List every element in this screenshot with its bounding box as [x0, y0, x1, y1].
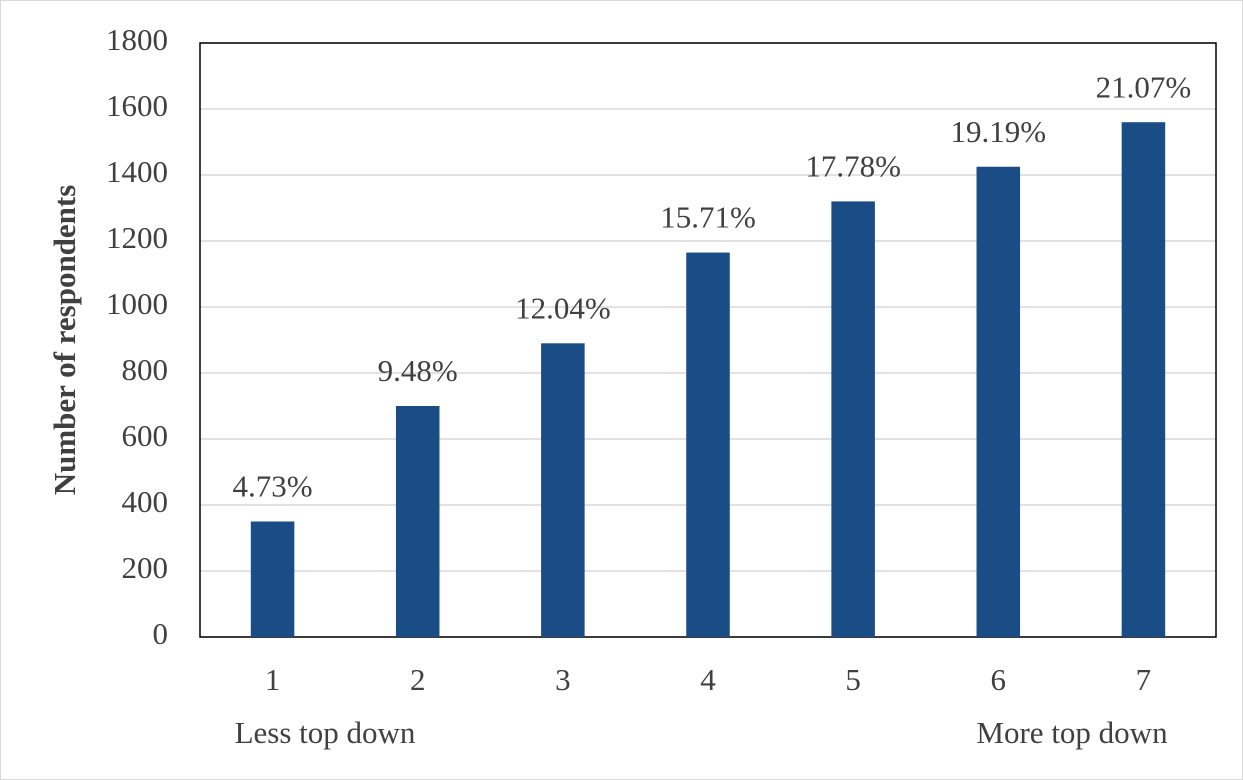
y-tick-label: 1600	[106, 88, 168, 123]
y-axis-label: Number of respondents	[47, 185, 82, 496]
x-tick-label: 4	[700, 662, 716, 697]
x-tick-label: 3	[555, 662, 571, 697]
data-label: 17.78%	[805, 149, 901, 184]
bar	[831, 201, 875, 637]
bar	[541, 343, 585, 637]
y-tick-label: 1000	[106, 286, 168, 321]
annotation: More top down	[976, 715, 1168, 750]
y-tick-label: 200	[122, 550, 169, 585]
bar	[1121, 122, 1166, 637]
x-tick-label: 6	[991, 662, 1007, 697]
data-label: 9.48%	[378, 353, 458, 388]
x-tick-label: 5	[845, 662, 861, 697]
bar	[250, 521, 295, 637]
bar	[976, 166, 1021, 637]
y-tick-label: 800	[122, 352, 169, 387]
x-tick-label: 2	[410, 662, 426, 697]
data-label: 15.71%	[660, 200, 756, 235]
bar	[686, 252, 730, 638]
y-tick-label: 1800	[106, 22, 168, 57]
x-tick-label: 7	[1136, 662, 1152, 697]
data-label: 21.07%	[1096, 69, 1192, 104]
y-tick-label: 400	[122, 484, 169, 519]
y-tick-label: 1200	[106, 220, 168, 255]
data-label: 12.04%	[515, 290, 611, 325]
y-tick-label: 1400	[106, 154, 168, 189]
x-tick-label: 1	[265, 662, 281, 697]
y-tick-label: 0	[153, 616, 169, 651]
y-tick-label: 600	[122, 418, 169, 453]
bar	[395, 406, 440, 637]
annotation: Less top down	[235, 715, 416, 750]
data-label: 19.19%	[950, 114, 1046, 149]
data-label: 4.73%	[233, 469, 313, 504]
